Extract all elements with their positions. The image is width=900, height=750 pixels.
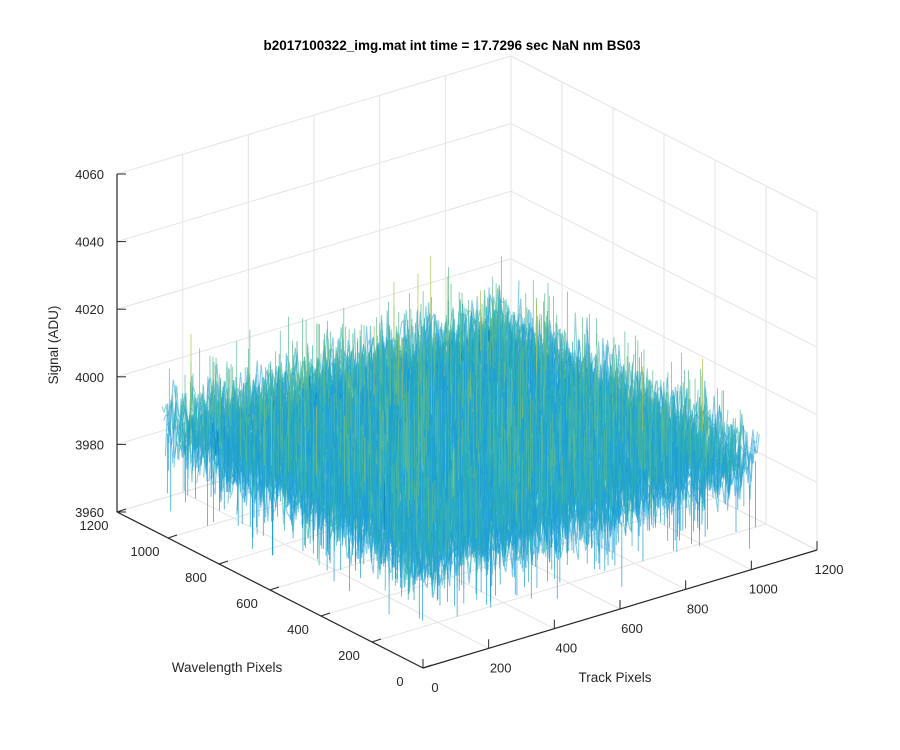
x-tick-label: 200	[490, 660, 512, 675]
y-tick-label: 600	[236, 596, 258, 611]
x-tick-label: 800	[687, 601, 709, 616]
x-tick-label: 1200	[815, 562, 844, 577]
y-tick-label: 800	[185, 570, 207, 585]
chart-title: b2017100322_img.mat int time = 17.7296 s…	[263, 38, 641, 53]
y-tick-mark	[320, 612, 331, 617]
y-tick-label: 1000	[131, 544, 160, 559]
x-tick-label: 400	[555, 641, 577, 656]
y-tick-mark	[167, 534, 178, 539]
z-tick-label: 4000	[75, 370, 104, 385]
x-axis-label: Track Pixels	[578, 670, 651, 685]
back-wall-grid-line	[116, 258, 512, 378]
surface-mesh	[161, 255, 760, 621]
z-axis-label: Signal (ADU)	[46, 306, 61, 385]
right-wall-grid-line	[510, 55, 818, 213]
y-tick-mark	[371, 638, 382, 643]
z-tick-label: 3960	[75, 505, 104, 520]
tick-labels: 0 200 400 600 800 1000 1200 0 200 400 600 800 1000 12…	[75, 167, 843, 695]
y-tick-label: 1200	[80, 518, 109, 533]
z-tick-label: 4020	[75, 302, 104, 317]
y-tick-mark	[422, 664, 433, 669]
z-tick-label: 3980	[75, 437, 104, 452]
right-wall-grid-line	[510, 258, 818, 416]
x-tick-label: 1000	[749, 582, 778, 597]
y-tick-mark	[269, 586, 280, 591]
x-tick-label: 600	[621, 621, 643, 636]
x-tick-label: 0	[431, 680, 438, 695]
right-wall-grid-line	[510, 123, 818, 281]
right-wall-grid-line	[510, 190, 818, 348]
z-tick-label: 4040	[75, 235, 104, 250]
back-wall-grid-line	[116, 123, 512, 243]
y-tick-label: 400	[287, 622, 309, 637]
back-wall-grid-line	[116, 190, 512, 310]
y-tick-label: 0	[396, 674, 403, 689]
z-tick-label: 4060	[75, 167, 104, 182]
y-tick-mark	[218, 560, 229, 565]
floor-grid-line	[371, 523, 767, 643]
y-axis-label: Wavelength Pixels	[172, 660, 283, 675]
y-tick-label: 200	[338, 648, 360, 663]
back-wall-grid-line	[116, 55, 512, 175]
